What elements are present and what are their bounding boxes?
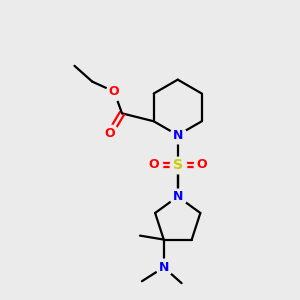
Text: O: O [196, 158, 207, 171]
Text: O: O [105, 127, 116, 140]
Text: N: N [172, 190, 183, 203]
Text: N: N [172, 129, 183, 142]
Text: O: O [109, 85, 119, 98]
Text: N: N [159, 261, 169, 274]
Text: O: O [149, 158, 159, 171]
Text: S: S [173, 158, 183, 172]
